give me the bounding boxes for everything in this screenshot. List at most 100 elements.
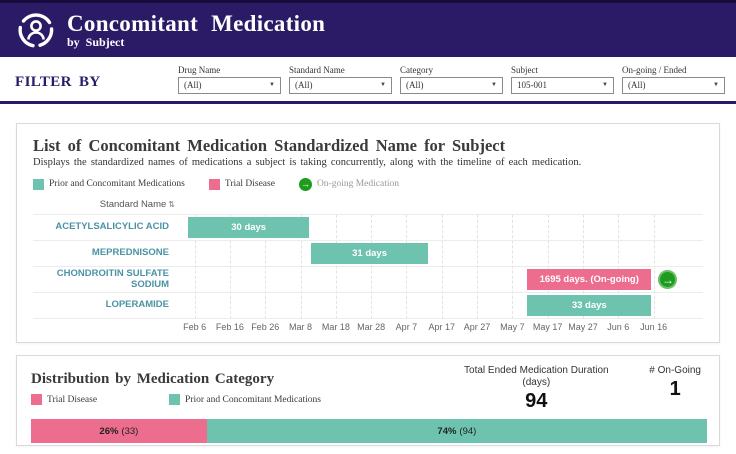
kpi-label: Total Ended Medication Duration (days)	[464, 365, 609, 388]
filter-ongoing-ended: On-going / Ended (All) ▼	[622, 65, 725, 94]
chevron-down-icon: ▼	[380, 82, 386, 88]
filter-subject-select[interactable]: 105-001 ▼	[511, 76, 614, 94]
segment-pct-label: 74%	[437, 425, 457, 437]
x-axis-tick-label: May 17	[532, 322, 563, 332]
distribution-title: Distribution by Medication Category	[31, 371, 275, 387]
gantt-column-header[interactable]: Standard Name ⇅	[33, 199, 179, 214]
gantt-row-plot: 31 days	[179, 241, 699, 266]
legend-prior-concomitant[interactable]: Prior and Concomitant Medications	[33, 178, 185, 190]
filter-category-value: (All)	[406, 80, 424, 90]
gantt-legend: Prior and Concomitant Medications Trial …	[33, 177, 703, 191]
distribution-segment[interactable]: 26% (33)	[31, 419, 207, 443]
x-axis-tick-label: Apr 17	[428, 322, 456, 332]
x-axis-tick-label: Apr 27	[463, 322, 491, 332]
legend-label: Prior and Concomitant Medications	[49, 179, 185, 189]
segment-count-label: (33)	[121, 425, 139, 437]
pink-swatch-icon	[31, 394, 42, 405]
filter-category-select[interactable]: (All) ▼	[400, 76, 503, 94]
legend-trial-disease[interactable]: Trial Disease	[31, 393, 97, 406]
gantt-column-header-label: Standard Name	[99, 199, 167, 210]
filter-subject: Subject 105-001 ▼	[511, 65, 614, 94]
kpi-label: # On-Going	[649, 365, 701, 376]
pink-swatch-icon	[208, 178, 220, 190]
distribution-stacked-bar: 26% (33) 74% (94)	[31, 419, 707, 443]
x-axis-tick-label: Feb 26	[251, 322, 280, 332]
gantt-bar[interactable]: 33 days	[527, 295, 652, 316]
filter-drug-name-select[interactable]: (All) ▼	[178, 76, 281, 94]
distribution-panel: Distribution by Medication Category Tria…	[16, 355, 720, 446]
filter-standard-name: Standard Name (All) ▼	[289, 65, 392, 94]
gantt-row: LOPERAMIDE 33 days	[33, 293, 703, 319]
app-header: Concomitant Medication by Subject	[0, 0, 736, 57]
legend-trial-disease[interactable]: Trial Disease	[208, 178, 275, 190]
gantt-bar[interactable]: 1695 days. (On-going)	[527, 269, 652, 290]
x-axis-tick-label: Apr 7	[395, 322, 418, 332]
teal-swatch-icon	[33, 178, 44, 190]
filter-category: Category (All) ▼	[400, 65, 503, 94]
gantt-row-label[interactable]: ACETYLSALICYLIC ACID	[55, 221, 169, 233]
filter-bar: FILTER BY Drug Name (All) ▼ Standard Nam…	[0, 57, 736, 104]
x-axis-tick-label: May 7	[500, 322, 525, 332]
gantt-rows: ACETYLSALICYLIC ACID 30 days MEPREDNISONE 3…	[33, 214, 703, 319]
gantt-row-plot: 30 days	[179, 215, 699, 240]
filter-drug-name-label: Drug Name	[178, 64, 221, 75]
gantt-bar[interactable]: 31 days	[311, 243, 429, 264]
gantt-row: CHONDROITIN SULFATE SODIUM 1695 days. (On…	[33, 267, 703, 293]
gantt-row-label[interactable]: MEPREDNISONE	[91, 247, 169, 259]
filter-groups: Drug Name (All) ▼ Standard Name (All) ▼ …	[178, 65, 725, 94]
legend-prior-concomitant[interactable]: Prior and Concomitant Medications	[169, 393, 321, 406]
x-axis-tick-label: Mar 18	[321, 322, 350, 332]
gantt-row: ACETYLSALICYLIC ACID 30 days	[33, 215, 703, 241]
segment-count-label: (94)	[459, 425, 477, 437]
distribution-segment[interactable]: 74% (94)	[206, 419, 707, 443]
app-logo-person-icon	[18, 13, 54, 48]
gantt-panel-title: List of Concomitant Medication Standardi…	[33, 136, 506, 155]
filter-drug-name: Drug Name (All) ▼	[178, 65, 281, 94]
teal-swatch-icon	[169, 394, 181, 405]
filter-standard-name-select[interactable]: (All) ▼	[289, 76, 392, 94]
page-subtitle: by Subject	[67, 34, 125, 49]
gantt-x-axis: Feb 6 Feb 16 Feb 26 Mar 8 Mar 18 Mar 28 Apr 7 A…	[179, 319, 699, 334]
chevron-down-icon: ▼	[491, 82, 497, 88]
ongoing-arrow-icon: →	[298, 177, 312, 191]
legend-label: On-going Medication	[316, 179, 399, 189]
gantt-row-plot: 33 days	[179, 293, 699, 318]
chevron-down-icon: ▼	[269, 82, 275, 88]
kpi-total-ended-duration: Total Ended Medication Duration (days) 9…	[457, 365, 615, 412]
filter-by-label: FILTER BY	[15, 73, 101, 90]
gantt-row-label[interactable]: LOPERAMIDE	[105, 299, 169, 311]
gantt-row-label[interactable]: CHONDROITIN SULFATE SODIUM	[56, 268, 169, 290]
page-title: Concomitant Medication	[67, 10, 326, 36]
gantt-bar[interactable]: 30 days	[188, 217, 309, 238]
x-axis-tick-label: Jun 16	[640, 322, 668, 332]
filter-drug-name-value: (All)	[184, 80, 202, 90]
filter-ongoing-ended-value: (All)	[628, 80, 646, 90]
x-axis-tick-label: Feb 6	[183, 322, 207, 332]
gantt-panel: List of Concomitant Medication Standardi…	[16, 123, 720, 343]
legend-ongoing-medication[interactable]: → On-going Medication	[298, 177, 399, 191]
x-axis-tick-label: Feb 16	[215, 322, 244, 332]
x-axis-tick-label: Mar 8	[289, 322, 313, 332]
filter-standard-name-label: Standard Name	[289, 64, 345, 75]
sort-icon[interactable]: ⇅	[168, 200, 175, 209]
legend-label: Trial Disease	[224, 179, 275, 189]
kpi-value: 94	[525, 390, 548, 412]
gantt-panel-subtitle: Displays the standardized names of medic…	[33, 157, 582, 168]
distribution-legend: Trial Disease Prior and Concomitant Medi…	[31, 393, 423, 406]
gantt-row-plot: 1695 days. (On-going) →	[179, 267, 699, 292]
filter-standard-name-value: (All)	[295, 80, 313, 90]
gantt-row: MEPREDNISONE 31 days	[33, 241, 703, 267]
kpi-value: 1	[669, 378, 681, 400]
ongoing-arrow-icon[interactable]: →	[658, 270, 678, 289]
x-axis-tick-label: Mar 28	[357, 322, 386, 332]
filter-category-label: Category	[400, 64, 433, 75]
x-axis-tick-label: Jun 6	[607, 322, 630, 332]
filter-ongoing-ended-select[interactable]: (All) ▼	[622, 76, 725, 94]
filter-ongoing-ended-label: On-going / Ended	[622, 64, 687, 75]
kpi-ongoing-count: # On-Going 1	[649, 365, 701, 412]
chevron-down-icon: ▼	[602, 82, 608, 88]
chevron-down-icon: ▼	[713, 82, 719, 88]
segment-pct-label: 26%	[99, 425, 119, 437]
kpi-block: Total Ended Medication Duration (days) 9…	[423, 365, 701, 412]
x-axis-tick-label: May 27	[568, 322, 598, 332]
